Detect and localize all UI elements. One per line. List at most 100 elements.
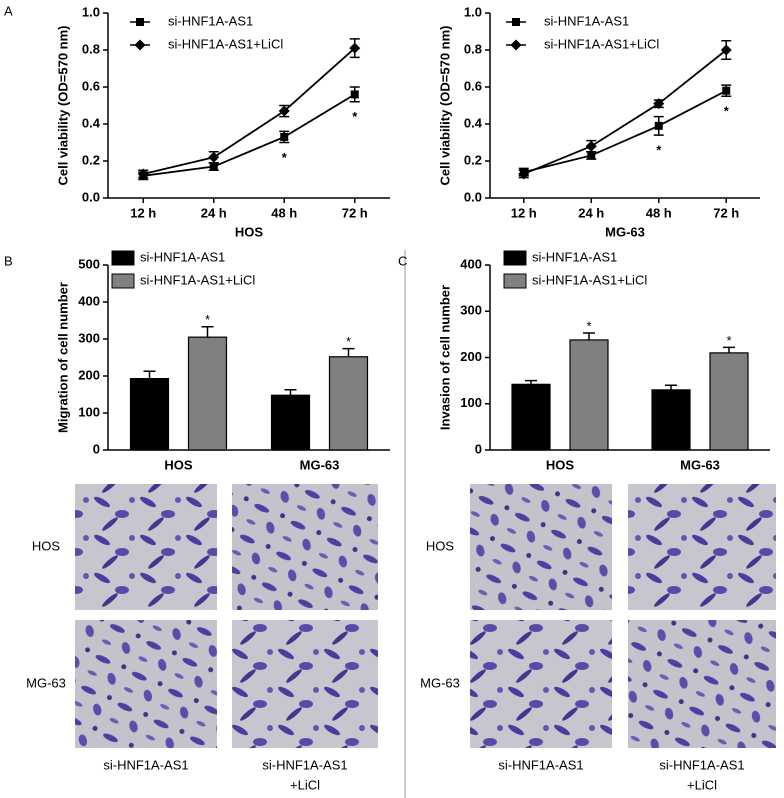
x-tick-label: 48 h — [271, 205, 297, 220]
bar — [328, 356, 369, 451]
x-tick-label: MG-63 — [680, 457, 720, 472]
marker — [510, 39, 522, 51]
y-tick-label: 200 — [460, 349, 482, 364]
micrograph — [232, 620, 378, 748]
marker — [136, 18, 144, 26]
x-axis-label: HOS — [235, 224, 264, 239]
error-bar — [525, 379, 537, 385]
marker — [653, 98, 665, 110]
marker — [280, 132, 289, 141]
column-label: si-HNF1A-AS1 — [103, 757, 188, 772]
line — [523, 89, 727, 173]
error-bar — [201, 326, 214, 338]
micrograph — [628, 620, 776, 748]
line — [143, 93, 356, 177]
y-tick-label: 1.0 — [464, 4, 482, 19]
y-tick-label: 0.0 — [82, 189, 100, 204]
significance: * — [656, 143, 662, 158]
y-tick-label: 300 — [78, 330, 100, 345]
y-tick-label: 0.0 — [464, 189, 482, 204]
y-tick-label: 0.6 — [464, 78, 482, 93]
panel-label: A — [4, 3, 13, 18]
column-label: +LiCl — [687, 777, 717, 792]
y-tick-label: 100 — [78, 404, 100, 419]
y-tick-label: 1.0 — [82, 4, 100, 19]
y-tick-label: 0.2 — [82, 152, 100, 167]
error-bar — [342, 347, 355, 357]
micrograph — [470, 484, 612, 610]
x-tick-label: 12 h — [130, 205, 156, 220]
x-tick-label: 24 h — [201, 205, 227, 220]
marker — [137, 168, 149, 180]
marker — [209, 162, 218, 171]
error-bar — [583, 332, 595, 340]
row-label: HOS — [426, 538, 455, 553]
x-tick-label: 72 h — [342, 205, 368, 220]
marker — [720, 44, 732, 56]
y-tick-label: 400 — [460, 256, 482, 271]
line — [143, 47, 356, 175]
y-axis-label: Migration of cell number — [55, 282, 70, 433]
x-axis-label: MG-63 — [605, 224, 645, 239]
legend-label: si-HNF1A-AS1 — [140, 249, 225, 264]
error-bar — [665, 384, 677, 390]
y-tick-label: 0.8 — [82, 41, 100, 56]
bar — [651, 389, 691, 451]
y-tick-label: 300 — [460, 303, 482, 318]
x-tick-label: 72 h — [713, 205, 739, 220]
bar — [569, 339, 609, 451]
y-tick-label: 0 — [475, 441, 482, 456]
legend-label: si-HNF1A-AS1+LiCl — [544, 36, 659, 51]
x-tick-label: MG-63 — [300, 457, 340, 472]
legend-label: si-HNF1A-AS1 — [532, 249, 617, 264]
legend-swatch — [111, 250, 135, 266]
panel-label: C — [398, 253, 407, 268]
bar — [511, 383, 551, 451]
significance: * — [282, 150, 288, 165]
marker — [518, 168, 530, 180]
x-tick-label: HOS — [546, 457, 575, 472]
column-label: +LiCl — [290, 777, 320, 792]
marker — [722, 86, 731, 95]
x-tick-label: HOS — [164, 457, 193, 472]
marker — [208, 151, 220, 163]
significance: * — [586, 318, 591, 333]
marker — [134, 39, 146, 51]
marker — [349, 42, 361, 54]
x-tick-label: 12 h — [511, 205, 537, 220]
bar — [129, 377, 170, 451]
y-tick-label: 0.6 — [82, 78, 100, 93]
y-tick-label: 500 — [78, 256, 100, 271]
y-tick-label: 400 — [78, 293, 100, 308]
row-label: MG-63 — [420, 675, 460, 690]
marker — [350, 90, 359, 99]
legend-swatch — [503, 273, 527, 289]
significance: * — [346, 334, 351, 349]
significance: * — [352, 109, 358, 124]
marker — [654, 121, 663, 130]
micrograph — [75, 484, 217, 610]
significance: * — [205, 312, 210, 327]
y-tick-label: 0 — [93, 441, 100, 456]
legend-swatch — [503, 250, 527, 266]
significance: * — [726, 333, 731, 348]
error-bar — [723, 346, 735, 353]
bar — [709, 352, 749, 451]
legend-label: si-HNF1A-AS1 — [168, 13, 253, 28]
y-tick-label: 0.2 — [464, 152, 482, 167]
bar — [187, 336, 228, 451]
y-tick-label: 0.4 — [464, 115, 483, 130]
row-label: MG-63 — [26, 675, 66, 690]
y-axis-label: Cell viability (OD=570 nm) — [55, 25, 70, 185]
significance: * — [724, 104, 730, 119]
panel-label: B — [4, 253, 13, 268]
marker — [512, 18, 520, 26]
y-tick-label: 0.4 — [82, 115, 101, 130]
x-tick-label: 24 h — [578, 205, 604, 220]
column-label: si-HNF1A-AS1 — [498, 757, 583, 772]
column-label: si-HNF1A-AS1 — [659, 757, 744, 772]
row-label: HOS — [32, 538, 61, 553]
y-axis-label: Cell viability (OD=570 nm) — [437, 25, 452, 185]
marker — [278, 105, 290, 117]
